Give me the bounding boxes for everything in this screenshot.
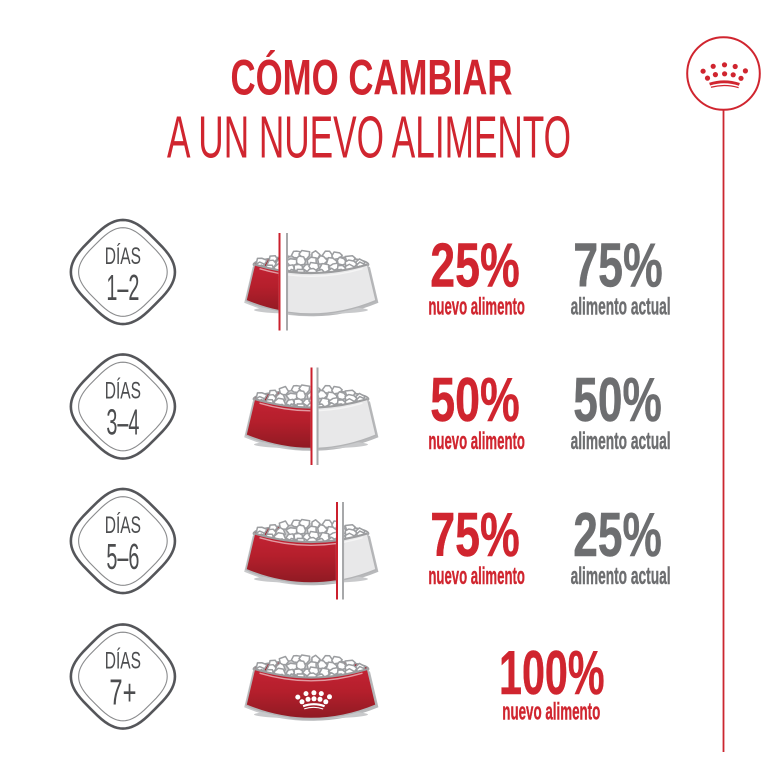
svg-text:50%: 50% xyxy=(573,365,662,435)
svg-text:nuevo alimento: nuevo alimento xyxy=(428,563,525,590)
svg-text:alimento actual: alimento actual xyxy=(571,428,671,455)
svg-text:CÓMO CAMBIAR: CÓMO CAMBIAR xyxy=(231,49,513,105)
svg-text:nuevo alimento: nuevo alimento xyxy=(428,428,525,455)
svg-text:7+: 7+ xyxy=(109,673,136,713)
svg-text:5–6: 5–6 xyxy=(106,537,139,577)
svg-text:alimento actual: alimento actual xyxy=(571,294,671,321)
svg-text:DÍAS: DÍAS xyxy=(105,648,141,675)
svg-text:75%: 75% xyxy=(430,500,520,570)
svg-text:A UN NUEVO ALIMENTO: A UN NUEVO ALIMENTO xyxy=(167,103,571,170)
svg-text:DÍAS: DÍAS xyxy=(105,512,141,539)
svg-text:75%: 75% xyxy=(573,231,663,301)
svg-text:3–4: 3–4 xyxy=(106,403,139,443)
svg-text:1–2: 1–2 xyxy=(106,268,139,308)
svg-text:25%: 25% xyxy=(573,500,662,570)
svg-text:nuevo alimento: nuevo alimento xyxy=(502,699,600,726)
svg-text:DÍAS: DÍAS xyxy=(105,378,141,405)
svg-text:DÍAS: DÍAS xyxy=(105,243,141,270)
svg-text:25%: 25% xyxy=(430,231,520,301)
svg-text:100%: 100% xyxy=(499,638,605,708)
svg-text:nuevo alimento: nuevo alimento xyxy=(428,294,525,321)
svg-text:50%: 50% xyxy=(430,365,520,435)
svg-text:alimento actual: alimento actual xyxy=(571,563,671,590)
